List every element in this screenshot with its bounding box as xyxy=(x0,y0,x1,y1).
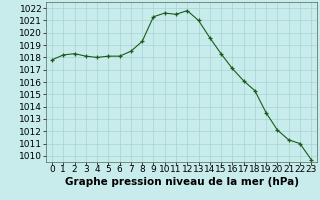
X-axis label: Graphe pression niveau de la mer (hPa): Graphe pression niveau de la mer (hPa) xyxy=(65,177,299,187)
